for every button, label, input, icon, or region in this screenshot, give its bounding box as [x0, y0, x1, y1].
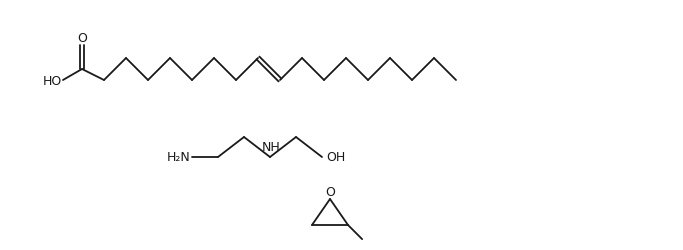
- Text: OH: OH: [326, 151, 346, 164]
- Text: HO: HO: [42, 75, 61, 88]
- Text: H₂N: H₂N: [167, 151, 191, 164]
- Text: O: O: [77, 32, 87, 45]
- Text: O: O: [325, 186, 335, 199]
- Text: NH: NH: [262, 141, 281, 154]
